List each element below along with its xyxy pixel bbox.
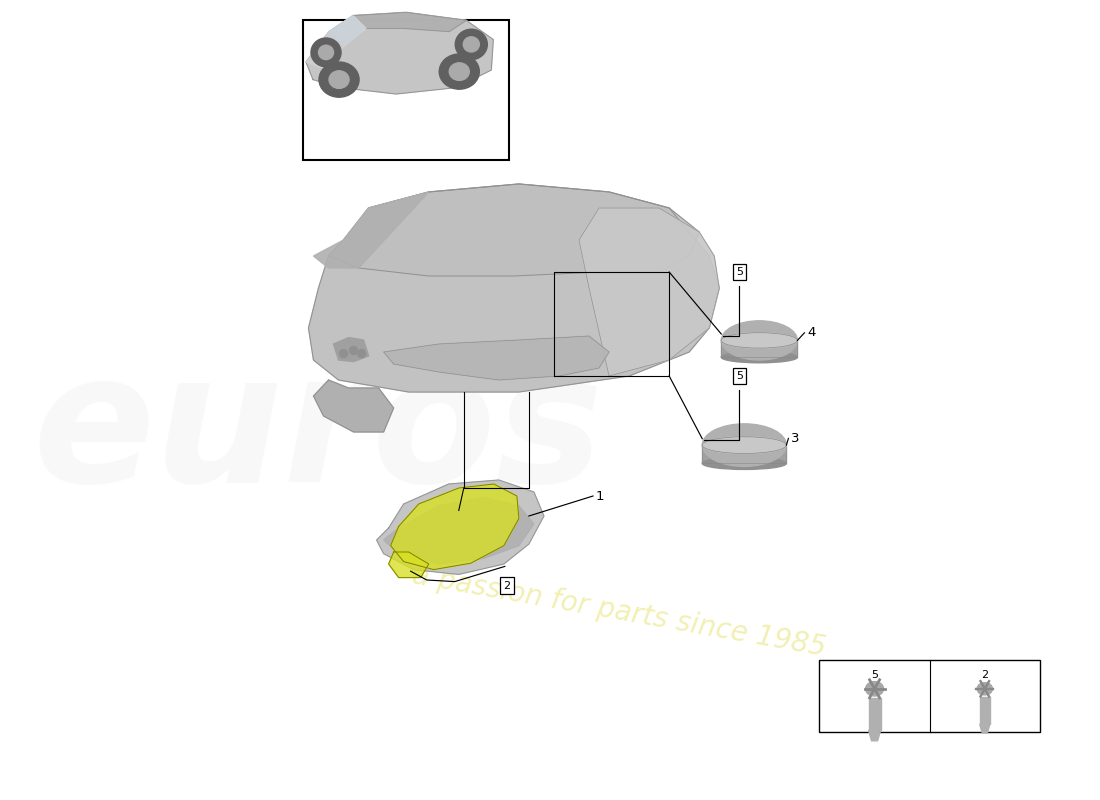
Ellipse shape: [722, 321, 798, 360]
Text: a passion for parts since 1985: a passion for parts since 1985: [410, 562, 828, 662]
Ellipse shape: [439, 54, 480, 90]
Polygon shape: [980, 724, 990, 733]
Text: euros: euros: [33, 344, 604, 520]
Ellipse shape: [358, 350, 365, 358]
Ellipse shape: [702, 437, 786, 454]
Ellipse shape: [463, 37, 480, 52]
Ellipse shape: [702, 458, 786, 470]
Text: 2: 2: [504, 581, 510, 590]
Polygon shape: [329, 184, 700, 276]
FancyArrow shape: [869, 698, 881, 730]
Polygon shape: [388, 552, 429, 578]
Ellipse shape: [350, 346, 358, 354]
Ellipse shape: [722, 333, 798, 348]
FancyArrow shape: [980, 697, 990, 724]
Text: 5: 5: [871, 670, 878, 680]
Polygon shape: [314, 380, 394, 432]
Text: 3: 3: [791, 432, 800, 445]
Ellipse shape: [866, 682, 883, 696]
Ellipse shape: [319, 45, 333, 60]
Polygon shape: [353, 13, 466, 31]
Ellipse shape: [340, 350, 348, 358]
Ellipse shape: [311, 38, 341, 66]
Polygon shape: [376, 480, 543, 574]
Polygon shape: [579, 208, 719, 376]
Ellipse shape: [722, 351, 798, 363]
Polygon shape: [384, 498, 534, 564]
Polygon shape: [314, 192, 429, 268]
Polygon shape: [722, 341, 798, 357]
Text: 5: 5: [736, 267, 743, 277]
Text: 5: 5: [736, 371, 743, 381]
Polygon shape: [869, 730, 881, 741]
Ellipse shape: [977, 682, 992, 695]
Polygon shape: [384, 336, 609, 380]
Polygon shape: [306, 13, 493, 94]
Polygon shape: [329, 15, 366, 44]
Text: 2: 2: [981, 670, 988, 680]
Ellipse shape: [449, 63, 470, 80]
Text: 1: 1: [596, 490, 605, 502]
Bar: [820, 660, 1040, 732]
Ellipse shape: [702, 424, 786, 466]
Polygon shape: [306, 15, 366, 68]
Polygon shape: [702, 445, 786, 463]
Bar: [304, 20, 509, 160]
Text: 4: 4: [807, 326, 816, 339]
Ellipse shape: [329, 71, 349, 88]
Polygon shape: [390, 484, 519, 570]
Ellipse shape: [455, 29, 487, 60]
Polygon shape: [333, 338, 369, 362]
Ellipse shape: [319, 62, 359, 98]
Polygon shape: [308, 184, 719, 392]
